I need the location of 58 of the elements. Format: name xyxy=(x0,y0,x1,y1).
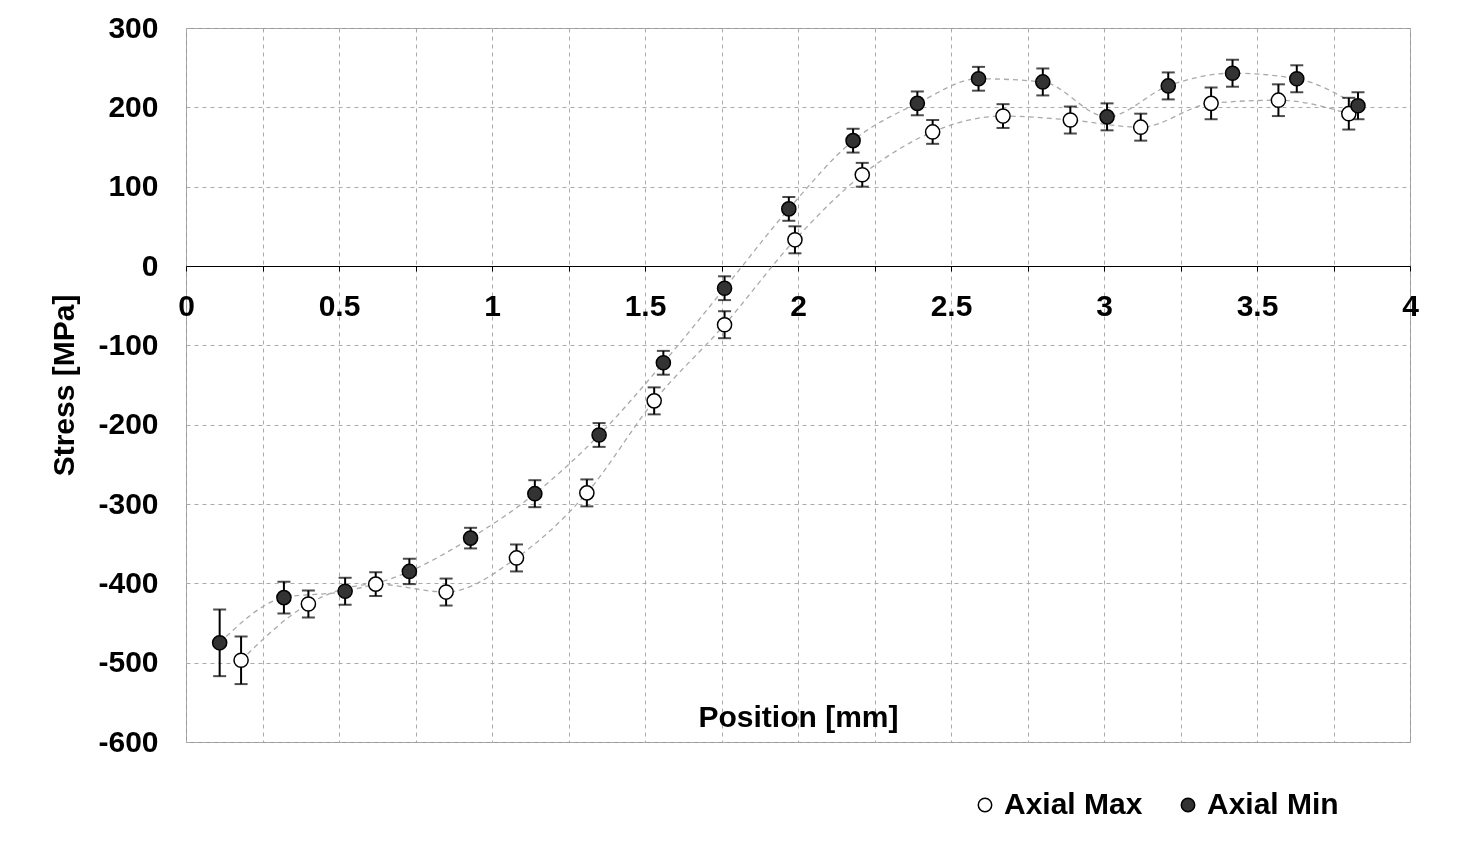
y-tick-label: -500 xyxy=(98,645,159,679)
point xyxy=(508,550,525,566)
y-tick-label: 200 xyxy=(108,89,159,123)
legend-label: Axial Max xyxy=(1004,787,1143,820)
point xyxy=(716,280,733,297)
x-tick-label: 0.5 xyxy=(318,288,361,322)
x-tick-label: 2.5 xyxy=(930,288,973,322)
point xyxy=(1062,112,1079,128)
point xyxy=(924,124,941,140)
point xyxy=(1350,97,1366,114)
point xyxy=(970,70,987,87)
point xyxy=(995,108,1011,124)
point xyxy=(1132,119,1149,135)
x-tick-label: 1 xyxy=(484,288,501,322)
x-tick-label: 3.5 xyxy=(1236,288,1279,322)
point xyxy=(438,584,454,600)
point xyxy=(1270,92,1287,108)
point xyxy=(909,95,926,112)
point xyxy=(1203,95,1219,112)
point xyxy=(845,132,861,149)
y-axis-title: Stress [MPa] xyxy=(47,294,81,477)
point xyxy=(367,576,384,592)
x-tick-label: 2 xyxy=(790,288,807,322)
point xyxy=(527,485,543,502)
point xyxy=(276,589,292,606)
x-tick-label: 0 xyxy=(178,288,195,322)
point xyxy=(1160,78,1177,94)
y-tick-label: 100 xyxy=(108,169,159,203)
x-tick-label: 1.5 xyxy=(624,288,667,322)
point xyxy=(655,354,672,371)
point xyxy=(300,596,317,612)
x-axis-title: Position [mm] xyxy=(698,699,899,733)
point xyxy=(787,232,803,248)
y-tick-label: -300 xyxy=(98,486,159,520)
point xyxy=(233,652,249,669)
point xyxy=(854,166,871,183)
point xyxy=(211,635,228,651)
y-tick-label: -200 xyxy=(98,407,159,441)
y-tick-label: -600 xyxy=(98,724,159,758)
y-tick-label: -100 xyxy=(98,327,159,361)
y-tick-label: 0 xyxy=(141,248,159,282)
y-tick-label: 300 xyxy=(108,10,159,44)
legend-label: Axial Min xyxy=(1207,787,1339,820)
point xyxy=(337,583,353,600)
point xyxy=(401,563,418,580)
point xyxy=(1099,109,1115,125)
point xyxy=(591,427,607,443)
point xyxy=(1288,70,1305,87)
point xyxy=(462,530,479,546)
point xyxy=(1034,74,1051,90)
point xyxy=(781,201,797,217)
y-tick-label: -400 xyxy=(98,565,159,599)
point xyxy=(716,316,733,333)
x-tick-label: 4 xyxy=(1402,288,1420,322)
x-tick-label: 3 xyxy=(1096,288,1113,322)
point xyxy=(1224,65,1241,82)
point xyxy=(646,393,662,409)
point xyxy=(579,485,595,501)
